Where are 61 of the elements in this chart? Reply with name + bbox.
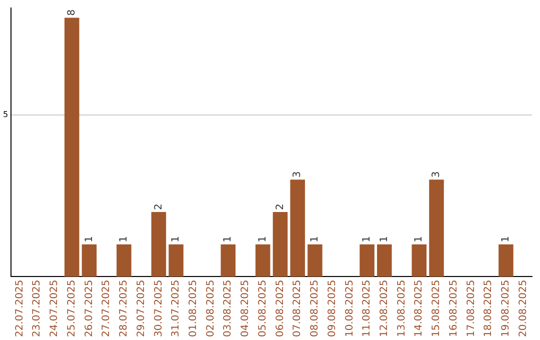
x-tick-label: 23.07.2025 bbox=[32, 280, 43, 338]
data-label: 2 bbox=[274, 204, 286, 210]
data-label: 1 bbox=[500, 236, 512, 242]
bar bbox=[412, 244, 427, 277]
bar bbox=[290, 180, 305, 277]
x-tick-label: 04.08.2025 bbox=[240, 280, 252, 338]
bar bbox=[272, 212, 288, 277]
data-label: 1 bbox=[362, 236, 373, 242]
bar bbox=[168, 244, 184, 277]
x-tick-label: 25.07.2025 bbox=[66, 280, 78, 338]
x-tick-label: 30.07.2025 bbox=[153, 280, 164, 338]
data-label: 1 bbox=[222, 236, 234, 242]
bar bbox=[116, 244, 132, 277]
x-tick-label: 15.08.2025 bbox=[431, 280, 442, 338]
data-label: 3 bbox=[431, 171, 442, 178]
x-tick-label: 01.08.2025 bbox=[188, 280, 199, 338]
x-tick-label: 03.08.2025 bbox=[222, 280, 234, 338]
x-tick-label: 27.07.2025 bbox=[101, 280, 112, 338]
x-tick-label: 13.08.2025 bbox=[396, 280, 408, 338]
bar bbox=[429, 180, 444, 277]
bar bbox=[377, 244, 392, 277]
data-label: 2 bbox=[153, 204, 164, 210]
x-tick-label: 22.07.2025 bbox=[14, 280, 26, 338]
x-tick-label: 19.08.2025 bbox=[500, 280, 512, 338]
x-tick-label: 26.07.2025 bbox=[84, 280, 95, 338]
data-label: 1 bbox=[170, 236, 182, 242]
bar bbox=[255, 244, 270, 277]
data-label: 3 bbox=[292, 171, 304, 178]
x-tick-label: 17.08.2025 bbox=[466, 280, 477, 338]
x-tick-label: 11.08.2025 bbox=[362, 280, 373, 338]
x-tick-label: 20.08.2025 bbox=[518, 280, 529, 338]
x-tick-label: 29.07.2025 bbox=[136, 280, 147, 338]
bar bbox=[498, 244, 514, 277]
data-label: 1 bbox=[379, 236, 390, 242]
x-tick-label: 05.08.2025 bbox=[257, 280, 268, 338]
bar bbox=[151, 212, 166, 277]
bar bbox=[308, 244, 322, 277]
data-label: 8 bbox=[66, 9, 78, 16]
x-tick-label: 10.08.2025 bbox=[344, 280, 356, 338]
x-tick-label: 14.08.2025 bbox=[414, 280, 425, 338]
x-tick-label: 09.08.2025 bbox=[326, 280, 338, 338]
x-tick-label: 16.08.2025 bbox=[448, 280, 460, 338]
data-label: 1 bbox=[414, 236, 425, 242]
data-label: 1 bbox=[84, 236, 95, 242]
bar bbox=[220, 244, 236, 277]
x-tick-label: 12.08.2025 bbox=[379, 280, 390, 338]
bar bbox=[82, 244, 97, 277]
x-tick-label: 31.07.2025 bbox=[170, 280, 182, 338]
x-tick-label: 08.08.2025 bbox=[310, 280, 321, 338]
x-tick-label: 28.07.2025 bbox=[118, 280, 130, 338]
y-tick-label: 5 bbox=[2, 110, 8, 119]
x-tick-label: 07.08.2025 bbox=[292, 280, 304, 338]
bar bbox=[64, 18, 80, 277]
x-tick-label: 18.08.2025 bbox=[483, 280, 494, 338]
data-label: 1 bbox=[118, 236, 130, 242]
x-tick-label: 06.08.2025 bbox=[274, 280, 286, 338]
bar bbox=[360, 244, 374, 277]
data-label: 1 bbox=[310, 236, 321, 242]
x-tick-label: 24.07.2025 bbox=[49, 280, 60, 338]
x-tick-label: 02.08.2025 bbox=[205, 280, 216, 338]
data-label: 1 bbox=[257, 236, 268, 242]
